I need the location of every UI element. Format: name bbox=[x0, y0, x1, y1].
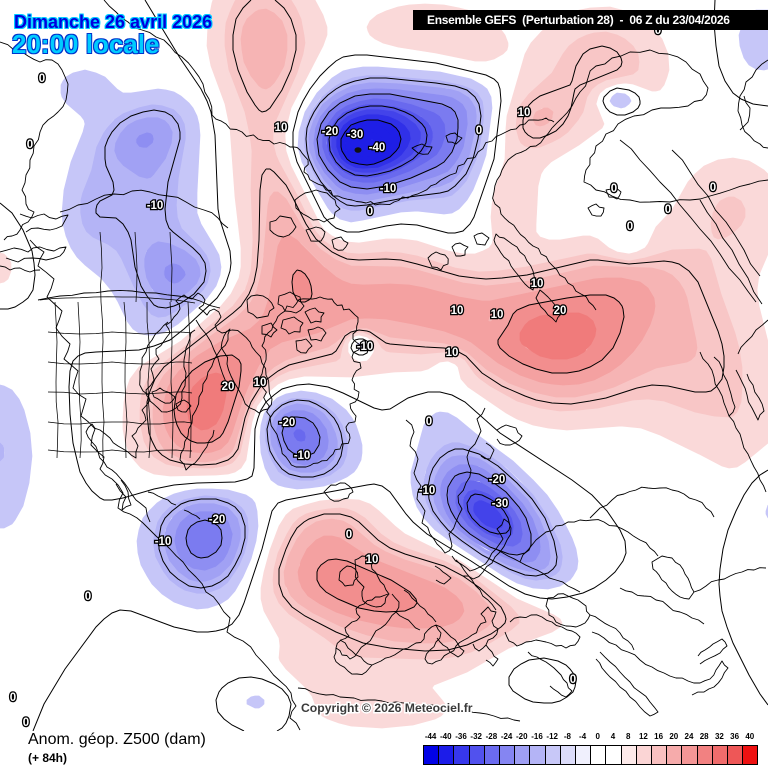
svg-text:-10: -10 bbox=[419, 485, 436, 497]
svg-text:0: 0 bbox=[665, 204, 671, 216]
svg-text:0: 0 bbox=[426, 416, 432, 428]
svg-text:-20: -20 bbox=[209, 514, 226, 526]
svg-text:0: 0 bbox=[27, 139, 33, 151]
svg-text:10: 10 bbox=[491, 309, 504, 321]
svg-text:10: 10 bbox=[518, 107, 531, 119]
svg-text:0: 0 bbox=[627, 221, 633, 233]
svg-text:0: 0 bbox=[346, 529, 352, 541]
svg-text:0: 0 bbox=[611, 183, 617, 195]
svg-text:0: 0 bbox=[655, 25, 661, 37]
svg-text:0: 0 bbox=[23, 717, 29, 729]
svg-text:0: 0 bbox=[710, 182, 716, 194]
svg-text:10: 10 bbox=[451, 305, 464, 317]
svg-text:Copyright © 2026 Meteociel.fr: Copyright © 2026 Meteociel.fr bbox=[301, 701, 473, 715]
svg-text:10: 10 bbox=[254, 377, 267, 389]
svg-text:0: 0 bbox=[476, 125, 482, 137]
svg-text:-20: -20 bbox=[279, 417, 296, 429]
svg-text:10: 10 bbox=[531, 278, 544, 290]
svg-text:-10: -10 bbox=[357, 341, 374, 353]
svg-text:0: 0 bbox=[39, 73, 45, 85]
svg-text:-10: -10 bbox=[380, 183, 397, 195]
svg-text:0: 0 bbox=[367, 206, 373, 218]
svg-text:-30: -30 bbox=[347, 129, 364, 141]
svg-text:-10: -10 bbox=[155, 536, 172, 548]
svg-text:-30: -30 bbox=[492, 498, 509, 510]
svg-text:0: 0 bbox=[85, 591, 91, 603]
svg-text:-20: -20 bbox=[489, 474, 506, 486]
svg-text:20: 20 bbox=[222, 381, 235, 393]
svg-text:-10: -10 bbox=[147, 200, 164, 212]
svg-text:-10: -10 bbox=[294, 450, 311, 462]
svg-text:0: 0 bbox=[10, 692, 16, 704]
svg-text:-40: -40 bbox=[369, 142, 386, 154]
svg-text:10: 10 bbox=[446, 347, 459, 359]
svg-text:10: 10 bbox=[275, 122, 288, 134]
svg-text:-20: -20 bbox=[322, 126, 339, 138]
svg-text:0: 0 bbox=[570, 674, 576, 686]
svg-text:10: 10 bbox=[366, 554, 379, 566]
svg-text:20: 20 bbox=[554, 305, 567, 317]
